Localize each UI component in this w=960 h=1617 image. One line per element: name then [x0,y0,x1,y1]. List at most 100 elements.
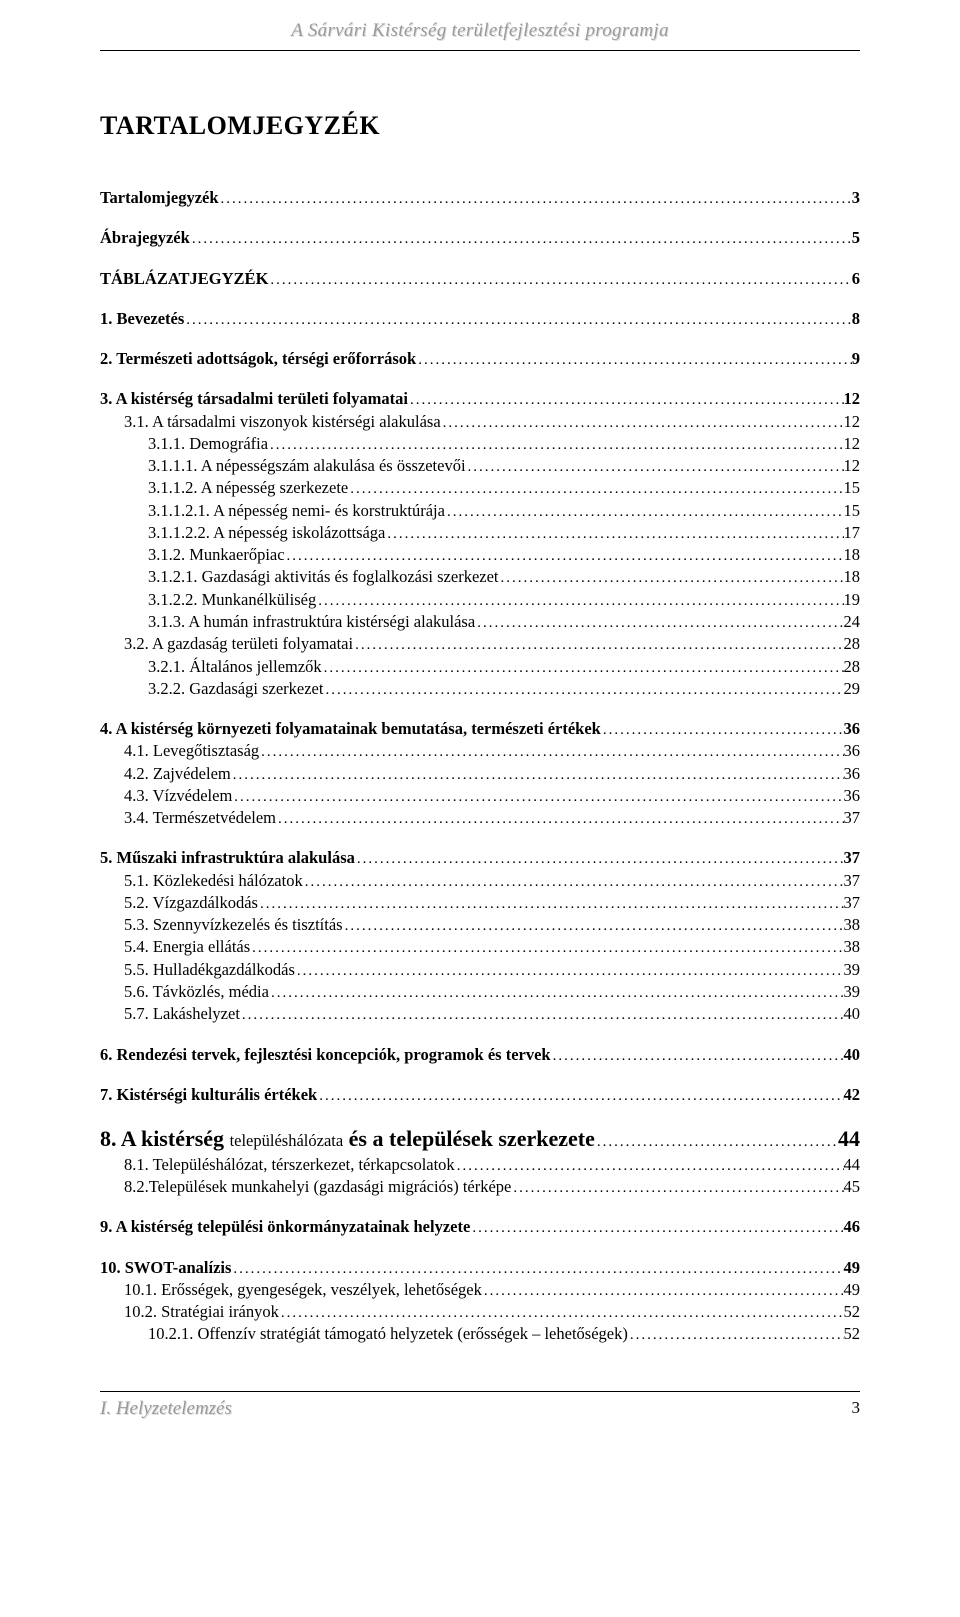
toc-entry: 3.4. Természetvédelem 37 [100,807,860,829]
toc-entry-page: 12 [844,411,861,433]
toc-entry-label: 3.1.2. Munkaerőpiac [148,544,285,566]
toc-leader-dots [268,270,851,290]
toc-entry: 10.2. Stratégiai irányok 52 [100,1301,860,1323]
page-header: A Sárvári Kistérség területfejlesztési p… [100,0,860,50]
toc-entry: 5.4. Energia ellátás 38 [100,936,860,958]
toc-leader-dots [445,502,844,522]
footer-rule [100,1391,860,1392]
toc-entry-page: 45 [844,1176,861,1198]
toc-entry-page: 5 [852,227,860,249]
footer-page-number: 3 [852,1398,861,1420]
toc-entry-label: 3.1. A társadalmi viszonyok kistérségi a… [124,411,441,433]
toc-entry: 3.1.1.1. A népességszám alakulása és öss… [100,455,860,477]
toc-entry-label: 10.2. Stratégiai irányok [124,1301,279,1323]
toc-leader-dots [268,435,843,455]
toc-entry-page: 39 [844,981,861,1003]
toc-leader-dots [231,765,844,785]
toc-leader-dots [231,1259,843,1279]
toc-entry: 5.6. Távközlés, média 39 [100,981,860,1003]
toc-entry: Tartalomjegyzék 3 [100,187,860,209]
toc-entry-label: 6. Rendezési tervek, fejlesztési koncepc… [100,1044,551,1066]
toc-entry-label: 5.2. Vízgazdálkodás [124,892,258,914]
toc-entry-label: 3.1.1.2.2. A népesség iskolázottsága [148,522,385,544]
toc-entry-page: 44 [838,1124,860,1154]
toc-entry-label: Ábrajegyzék [100,227,190,249]
toc-entry-label: 4.2. Zajvédelem [124,763,231,785]
toc-entry-label: TÁBLÁZATJEGYZÉK [100,268,268,290]
toc-entry-label: 5.4. Energia ellátás [124,936,250,958]
toc-leader-dots [482,1281,844,1301]
toc-entry-page: 49 [844,1257,861,1279]
toc-entry: 5.2. Vízgazdálkodás 37 [100,892,860,914]
toc-entry-label: 3.2. A gazdaság területi folyamatai [124,633,353,655]
toc-entry-page: 15 [844,477,861,499]
toc-entry-label: 3.4. Természetvédelem [124,807,276,829]
toc-leader-dots [385,524,843,544]
toc-leader-dots [316,591,843,611]
toc-entry-page: 38 [844,936,861,958]
toc-entry-label: 10.2.1. Offenzív stratégiát támogató hel… [148,1323,628,1345]
toc-leader-dots [475,613,843,633]
toc-entry: 10. SWOT-analízis 49 [100,1257,860,1279]
toc-entry: Ábrajegyzék 5 [100,227,860,249]
toc-entry-page: 37 [844,870,861,892]
toc-entry-page: 28 [844,633,861,655]
toc-entry: 3.1.1. Demográfia 12 [100,433,860,455]
toc-entry-page: 3 [852,187,860,209]
toc-leader-dots [511,1178,843,1198]
toc-entry: 5.5. Hulladékgazdálkodás 39 [100,959,860,981]
toc-entry-page: 40 [844,1003,861,1025]
toc-entry-page: 36 [844,763,861,785]
toc-entry-page: 12 [844,433,861,455]
toc-section: 6. Rendezési tervek, fejlesztési koncepc… [100,1044,860,1066]
toc-leader-dots [184,310,851,330]
toc-entry: 6. Rendezési tervek, fejlesztési koncepc… [100,1044,860,1066]
page-footer: I. Helyzetelemzés 3 [100,1398,860,1440]
toc-entry: 3. A kistérség társadalmi területi folya… [100,388,860,410]
toc-entry: 4.1. Levegőtisztaság 36 [100,740,860,762]
toc-leader-dots [303,872,844,892]
toc-entry: 9. A kistérség települési önkormányzatai… [100,1216,860,1238]
toc-entry-page: 40 [844,1044,861,1066]
toc-leader-dots [551,1046,844,1066]
toc-leader-dots [466,457,844,477]
toc-entry: 1. Bevezetés 8 [100,308,860,330]
toc-leader-dots [250,938,843,958]
toc-entry: 3.1.2.2. Munkanélküliség 19 [100,589,860,611]
toc-entry-page: 18 [844,544,861,566]
document-page: A Sárvári Kistérség területfejlesztési p… [0,0,960,1480]
toc-entry-page: 15 [844,500,861,522]
toc-entry: 2. Természeti adottságok, térségi erőfor… [100,348,860,370]
toc-entry: 5.1. Közlekedési hálózatok 37 [100,870,860,892]
toc-entry: 3.1.1.2. A népesség szerkezete 15 [100,477,860,499]
toc-entry-label: 4.1. Levegőtisztaság [124,740,259,762]
toc-entry-label: 5.3. Szennyvízkezelés és tisztítás [124,914,343,936]
toc-leader-dots [279,1303,844,1323]
toc-leader-dots [416,350,852,370]
toc-leader-dots [269,983,844,1003]
toc-container: Tartalomjegyzék 3 Ábrajegyzék 5 TÁBLÁZATJE… [100,187,860,1346]
toc-entry-label: 5.5. Hulladékgazdálkodás [124,959,295,981]
toc-entry-label: 3.2.2. Gazdasági szerkezet [148,678,323,700]
toc-leader-dots [322,658,844,678]
toc-section: TÁBLÁZATJEGYZÉK 6 [100,268,860,290]
toc-entry: 4.3. Vízvédelem 36 [100,785,860,807]
toc-section: 10. SWOT-analízis 4910.1. Erősségek, gye… [100,1257,860,1346]
toc-entry-label: 1. Bevezetés [100,308,184,330]
toc-entry-page: 17 [844,522,861,544]
toc-entry-label: 3. A kistérség társadalmi területi folya… [100,388,408,410]
toc-entry-page: 36 [844,740,861,762]
toc-entry-page: 52 [844,1301,861,1323]
toc-leader-dots [219,189,852,209]
toc-entry-label: 4. A kistérség környezeti folyamatainak … [100,718,601,740]
toc-leader-dots [408,390,844,410]
toc-entry-label: 5. Műszaki infrastruktúra alakulása [100,847,355,869]
toc-leader-dots [470,1218,843,1238]
toc-entry: 4.2. Zajvédelem 36 [100,763,860,785]
toc-entry-label: 8.1. Településhálózat, térszerkezet, tér… [124,1154,455,1176]
toc-section: Ábrajegyzék 5 [100,227,860,249]
toc-entry: 8. A kistérség településhálózata és a te… [100,1124,860,1154]
toc-entry-page: 19 [844,589,861,611]
toc-entry-label: 5.6. Távközlés, média [124,981,269,1003]
footer-left: I. Helyzetelemzés [100,1398,232,1420]
